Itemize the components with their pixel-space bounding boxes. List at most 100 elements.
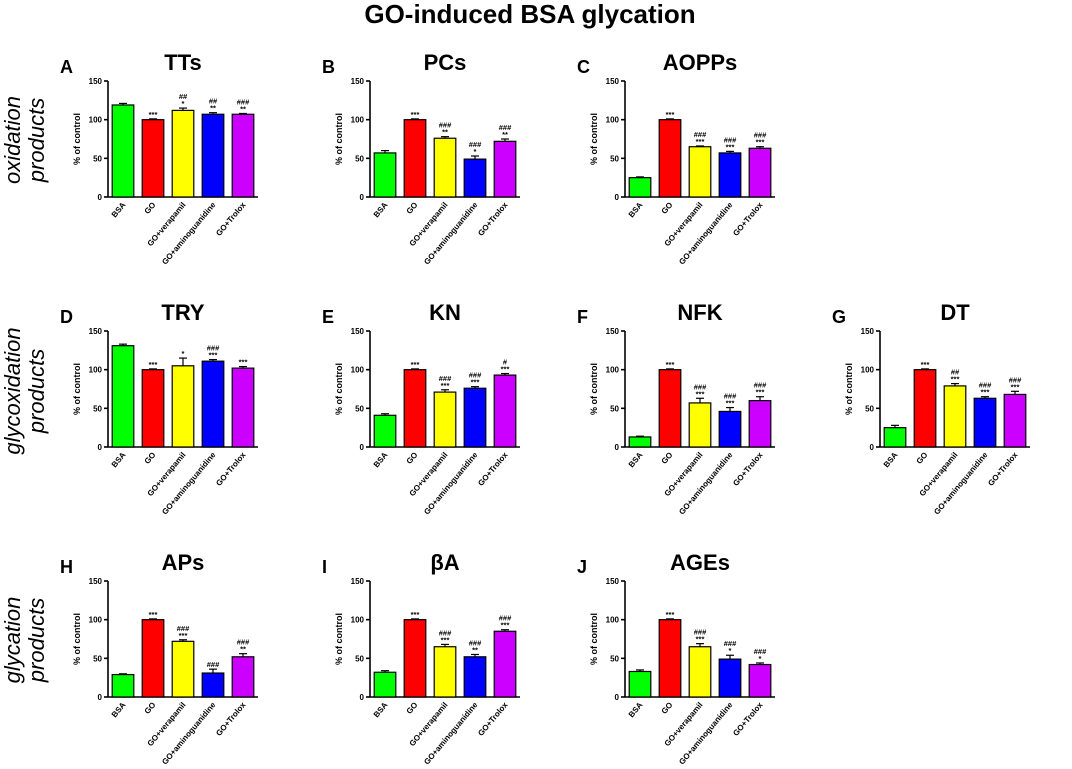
panel-b-sig-top-go-aminoguanidine: ### <box>469 140 482 149</box>
panel-b-ytick-label-50: 50 <box>355 154 364 163</box>
panel-j-ylabel: % of control <box>589 613 599 665</box>
panel-f-category-go-trolox: GO+Trolox <box>731 450 765 488</box>
panel-g-ytick-label-100: 100 <box>861 366 875 375</box>
panel-e-ytick-label-50: 50 <box>355 404 364 413</box>
panel-h-bar-go-verapamil <box>171 640 195 698</box>
panel-i-sig-top-go-trolox: ### <box>499 614 512 623</box>
panel-i-letter: I <box>322 557 327 577</box>
panel-f-ytick-label-150: 150 <box>606 327 620 336</box>
panel-e-category-go: GO <box>405 451 420 466</box>
panel-e: E KN% of control050100150BSA***GO***###GO… <box>322 300 520 516</box>
panel-f-sig-bottom-go-trolox: *** <box>756 388 765 397</box>
panel-c-bar-go-trolox <box>748 147 772 198</box>
panel-j-bar-go-verapamil <box>688 646 712 698</box>
panel-c-category-go: GO <box>660 201 675 216</box>
panel-i-ytick-label-0: 0 <box>360 693 365 702</box>
panel-e-ytick-label-0: 0 <box>360 443 365 452</box>
panel-a-ytick-label-50: 50 <box>93 154 102 163</box>
panel-j-ytick-label-50: 50 <box>610 654 619 663</box>
row-label-glycoxidation-line2: products <box>24 349 49 434</box>
panel-b-sig-bottom-go-aminoguanidine: * <box>474 147 477 156</box>
panel-d-category-go: GO <box>143 451 158 466</box>
panel-c-ytick-label-150: 150 <box>606 77 620 86</box>
panel-a-category-bsa: BSA <box>110 200 128 219</box>
panel-h-bar-bsa <box>111 673 135 698</box>
row-label-oxidation-line1: oxidation <box>0 96 25 184</box>
panel-h-ytick-label-0: 0 <box>98 693 103 702</box>
panel-a-sig-top-go-aminoguanidine: ## <box>209 97 218 106</box>
panel-g-sig-top-go-aminoguanidine: ### <box>979 381 992 390</box>
panel-d-bar-bsa <box>111 345 135 448</box>
panel-b-bar-go-aminoguanidine <box>463 158 487 198</box>
panel-j-bar-go-trolox <box>748 663 772 698</box>
panel-c-letter: C <box>577 57 590 77</box>
panel-b-sig-bottom-go-trolox: ** <box>502 130 508 139</box>
panel-d-category-bsa: BSA <box>110 450 128 469</box>
panel-e-sig-top-go-aminoguanidine: ### <box>469 371 482 380</box>
panel-f-ytick-label-0: 0 <box>615 443 620 452</box>
panel-e-sig-bottom-go: *** <box>411 360 420 369</box>
panel-a-bar-go <box>141 119 165 198</box>
panel-f-letter: F <box>577 307 588 327</box>
panel-d-bar-go <box>141 369 165 448</box>
panel-j-sig-bottom-go: *** <box>666 610 675 619</box>
panel-e-ytick-label-100: 100 <box>351 366 365 375</box>
panel-i-sig-bottom-go-aminoguanidine: ** <box>472 645 478 654</box>
panel-c: C AOPPs% of control050100150BSA***GO***##… <box>577 50 775 266</box>
panel-i-sig-bottom-go: *** <box>411 610 420 619</box>
panel-e-title: KN <box>429 300 461 325</box>
panel-d-sig-top-go-aminoguanidine: ### <box>207 344 220 353</box>
panel-i-bar-go-trolox <box>493 630 517 698</box>
panel-a-ytick-label-150: 150 <box>89 77 103 86</box>
panel-b-letter: B <box>322 57 335 77</box>
panel-c-ylabel: % of control <box>589 113 599 165</box>
panel-j-bar-go <box>658 619 682 698</box>
panel-h-sig-bottom-go-verapamil: *** <box>179 631 188 640</box>
panel-f-bar-go <box>658 369 682 448</box>
panel-a-bar-go-verapamil <box>171 109 195 198</box>
panel-d-sig-bottom-go-trolox: *** <box>239 358 248 367</box>
panel-a-sig-top-go-trolox: ### <box>237 97 250 106</box>
panel-f-sig-bottom-go: *** <box>666 360 675 369</box>
panel-i-category-bsa: BSA <box>372 700 390 719</box>
panel-h-bar-go <box>141 619 165 698</box>
panel-e-sig-bottom-go-verapamil: *** <box>441 381 450 390</box>
panel-a-category-go-aminoguanidine: GO+aminoguanidine <box>160 200 218 266</box>
panel-c-bar-go-verapamil <box>688 146 712 198</box>
panel-d-sig-bottom-go-verapamil: * <box>182 349 185 358</box>
panel-b-category-go-aminoguanidine: GO+aminoguanidine <box>422 200 480 266</box>
panel-e-category-go-aminoguanidine: GO+aminoguanidine <box>422 450 480 516</box>
panel-b-category-go: GO <box>405 201 420 216</box>
panel-h: H APs% of control050100150BSA***GO***###G… <box>60 550 258 766</box>
panel-j-sig-top-go-trolox: ### <box>754 647 767 656</box>
panel-f-category-bsa: BSA <box>627 450 645 469</box>
panel-a-sig-bottom-go-aminoguanidine: ** <box>210 104 216 113</box>
panel-j-ytick-label-100: 100 <box>606 616 620 625</box>
panel-h-sig-bottom-go-aminoguanidine: ### <box>207 660 220 669</box>
panel-a-bar-go-trolox <box>231 113 255 198</box>
panel-g-ytick-label-150: 150 <box>861 327 875 336</box>
panel-a-ytick-label-100: 100 <box>89 116 103 125</box>
panel-g-sig-bottom-go: *** <box>921 360 930 369</box>
panel-d-ytick-label-150: 150 <box>89 327 103 336</box>
panel-h-bar-go-trolox <box>231 656 255 698</box>
panel-d-category-go-trolox: GO+Trolox <box>214 450 248 488</box>
panel-g-ytick-label-0: 0 <box>870 443 875 452</box>
panel-g-sig-bottom-go-trolox: *** <box>1011 382 1020 391</box>
panel-g-bar-bsa <box>883 427 907 448</box>
panel-f-bar-bsa <box>628 436 652 448</box>
panel-a-title: TTs <box>164 50 201 75</box>
panel-c-sig-top-go-aminoguanidine: ### <box>724 135 737 144</box>
panel-a-sig-bottom-go: *** <box>149 110 158 119</box>
panel-d-bar-go-aminoguanidine <box>201 360 225 448</box>
panel-b-ytick-label-0: 0 <box>360 193 365 202</box>
panel-a-bar-go-aminoguanidine <box>201 113 225 198</box>
panel-h-letter: H <box>60 557 73 577</box>
panel-f-sig-bottom-go-aminoguanidine: *** <box>726 399 735 408</box>
panel-c-bar-go-aminoguanidine <box>718 152 742 198</box>
panel-b-ylabel: % of control <box>334 113 344 165</box>
panel-h-sig-bottom-go: *** <box>149 610 158 619</box>
panel-i-category-go: GO <box>405 701 420 716</box>
panel-c-sig-top-go-trolox: ### <box>754 131 767 140</box>
